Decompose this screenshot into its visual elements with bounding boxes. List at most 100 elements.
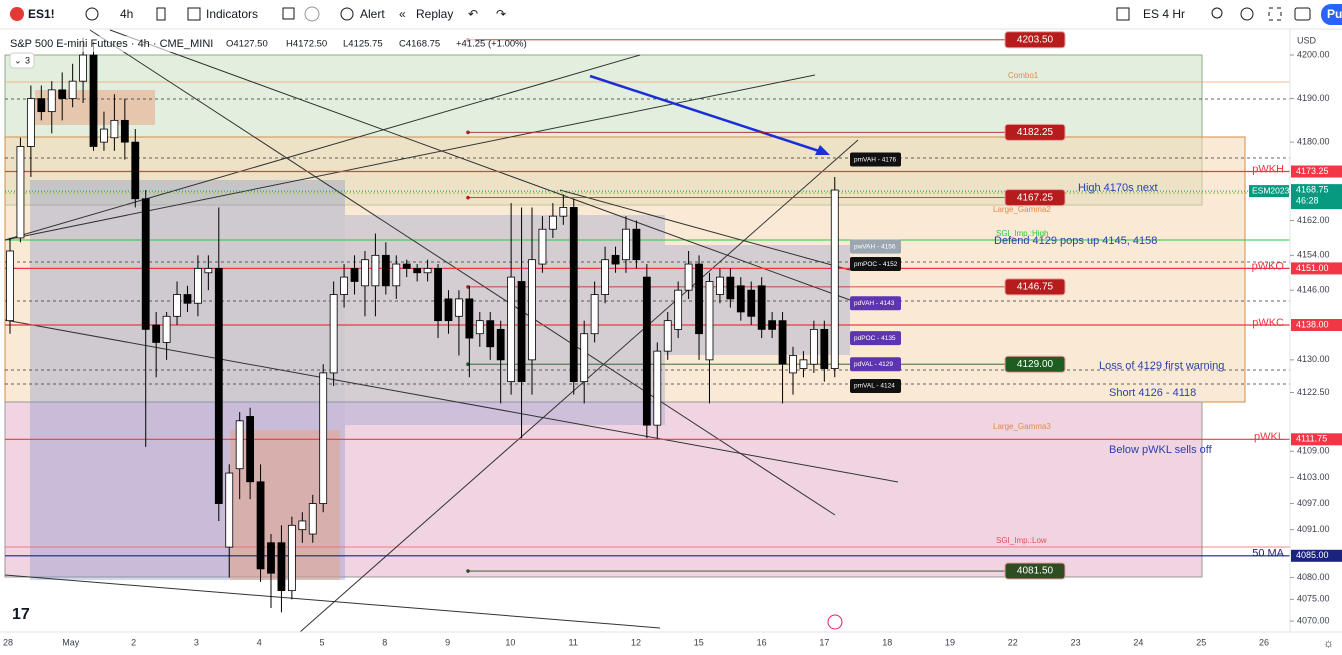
candle-body (496, 328, 505, 361)
price-box-label: 4203.50 (1017, 34, 1054, 45)
publish-button[interactable] (1321, 4, 1342, 25)
candle-body (329, 294, 338, 374)
y-tick-label: 4200.00 (1297, 49, 1330, 59)
box-anchor (466, 195, 470, 200)
candle-body (131, 141, 140, 200)
legend-bg (5, 36, 475, 52)
candle-body (475, 320, 484, 335)
publish[interactable]: Pu (1327, 7, 1342, 21)
legend-close: C4168.75 (399, 39, 440, 50)
level-name: pWKL (1254, 431, 1284, 443)
y-tick-label: 4109.00 (1297, 446, 1330, 456)
y-tick-label: 4080.00 (1297, 572, 1330, 582)
alert[interactable]: Alert (360, 7, 385, 21)
candle-body (695, 263, 703, 335)
price-tag-label: 4085.00 (1296, 550, 1329, 560)
candle-body (486, 320, 495, 348)
level-tag (850, 257, 901, 272)
candle-body (100, 128, 108, 143)
candle-body (642, 276, 651, 426)
y-tick-label: 4070.00 (1297, 615, 1330, 625)
trend-line (109, 29, 851, 301)
annotation: Defend 4129 pops up 4145, 4158 (994, 235, 1157, 247)
more[interactable] (304, 6, 320, 22)
x-tick-label: 5 (319, 637, 324, 647)
indicators[interactable]: Indicators (206, 7, 258, 21)
snapshot[interactable] (1294, 7, 1311, 21)
countdown: 46:28 (1296, 195, 1319, 205)
level-tag (850, 357, 901, 372)
candle-body (423, 268, 432, 274)
level-tag (850, 378, 901, 393)
templates[interactable] (282, 7, 295, 20)
legend-toggle-arrow: ⌄ (14, 55, 22, 65)
replay[interactable]: Replay (416, 7, 453, 21)
candle-body (590, 294, 599, 335)
x-tick-label: 8 (382, 637, 387, 647)
level-name: pWKH (1252, 163, 1284, 175)
candle-body (371, 254, 380, 287)
price-box-label: 4182.25 (1017, 127, 1054, 138)
add-symbol[interactable] (85, 7, 99, 21)
candle-body (548, 215, 557, 230)
settings[interactable] (1240, 7, 1254, 21)
redo[interactable]: ↷ (496, 7, 506, 21)
interval[interactable]: 4h (120, 7, 133, 21)
layout[interactable]: ES 4 Hr (1143, 7, 1185, 21)
event-icon[interactable] (827, 614, 843, 630)
chart-type[interactable] (156, 7, 166, 21)
legend-count[interactable]: 3 (25, 55, 30, 65)
candle-body (26, 98, 35, 147)
candle-body (246, 416, 255, 483)
level-tag (850, 152, 901, 167)
legend-change: +41.25 (+1.00%) (456, 39, 527, 50)
annotation: Large_Gamma2 (993, 205, 1051, 214)
candle-body (455, 298, 463, 317)
legend-title: S&P 500 E-mini Futures · 4h · CME_MINI (10, 38, 213, 50)
indicators-icon (187, 7, 201, 21)
candle-body (214, 268, 223, 504)
candle-body (434, 268, 442, 322)
price-tag (1291, 549, 1342, 562)
search[interactable] (1211, 7, 1223, 19)
level-tag (850, 296, 901, 311)
price-tag (1291, 433, 1342, 446)
candle-body (820, 328, 829, 369)
candles (6, 37, 839, 613)
candle-body (444, 298, 453, 322)
x-tick-label: 10 (505, 637, 515, 647)
candle-body (267, 542, 275, 574)
level-name: pWKC (1252, 317, 1284, 329)
y-tick-label: 4075.00 (1297, 594, 1330, 604)
symbol[interactable]: ES1! (28, 7, 55, 21)
marks (5, 37, 1290, 613)
fullscreen[interactable] (1268, 7, 1282, 21)
alert-icon (340, 7, 354, 21)
candle-body (768, 320, 777, 330)
undo[interactable]: ↶ (468, 7, 478, 21)
candle-body (632, 228, 641, 261)
layout-icon (1116, 7, 1130, 21)
x-tick-label: 2 (131, 637, 136, 647)
level-tag-label: pdVAL - 4129 (854, 361, 893, 368)
price-box (1004, 562, 1066, 580)
candle-body (757, 285, 766, 330)
axis-settings[interactable]: ☼ (1323, 636, 1334, 650)
candle-body (152, 324, 161, 343)
candle-body (381, 254, 390, 287)
legend-open: O4127.50 (226, 39, 268, 50)
x-tick-label: 16 (757, 637, 767, 647)
annotation: Loss of 4129 first warning (1099, 360, 1224, 372)
legend-toggle[interactable] (9, 52, 35, 69)
candle-body (79, 54, 87, 82)
candle-body (16, 146, 25, 239)
price-tag (1291, 184, 1342, 210)
arrow-head (815, 145, 830, 155)
trend-line (89, 29, 836, 516)
candle-body (47, 89, 56, 113)
candle-body (716, 276, 724, 295)
x-tick-label: 9 (445, 637, 450, 647)
candle-body (361, 259, 369, 287)
